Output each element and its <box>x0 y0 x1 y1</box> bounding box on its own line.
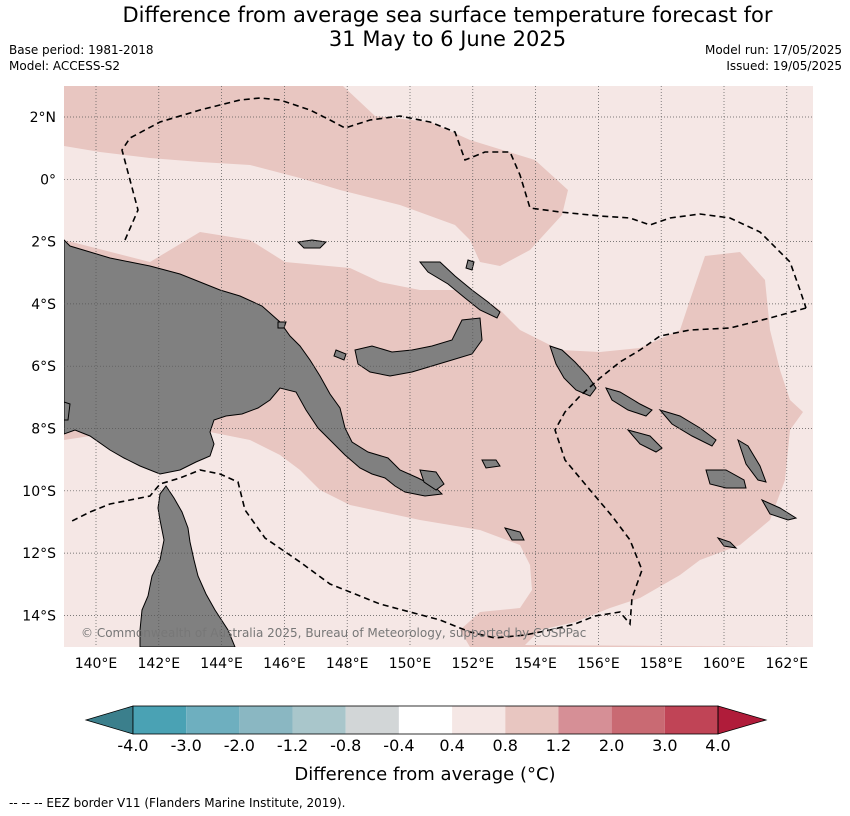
lon-tick-label: 146°E <box>263 656 306 672</box>
lon-tick-label: 140°E <box>75 656 118 672</box>
land-new-georgia <box>626 429 663 453</box>
lon-tick-label: 150°E <box>389 656 432 672</box>
lon-tick-label: 148°E <box>326 656 369 672</box>
latitude-labels: 2°N 0° 2°S 4°S 6°S 8°S 10°S 12°S 14°S <box>22 110 56 624</box>
title-line-1: Difference from average sea surface temp… <box>122 3 773 27</box>
colorbar: -4.0 -3.0 -2.0 -1.2 -0.8 -0.4 0.4 0.8 1.2 2.0 3.0 4… <box>84 705 768 755</box>
lon-tick-label: 154°E <box>514 656 557 672</box>
colorbar-tick-label: 1.2 <box>546 736 571 755</box>
colorbar-tick-label: 3.0 <box>652 736 677 755</box>
land-new-ireland <box>418 261 501 319</box>
lon-tick-label: 162°E <box>766 656 809 672</box>
colorbar-tick-label: -0.4 <box>383 736 414 755</box>
land-bougainville <box>549 345 597 397</box>
colorbar-tick-label: -4.0 <box>117 736 148 755</box>
colorbar-min-arrow <box>84 705 134 735</box>
model-name: Model: ACCESS-S2 <box>9 59 121 73</box>
land-dentrecasteaux <box>419 469 445 491</box>
colorbar-segment <box>505 706 559 734</box>
lat-tick-label: 2°N <box>30 110 56 126</box>
colorbar-tick-label: 2.0 <box>599 736 624 755</box>
lat-tick-label: 2°S <box>31 235 56 251</box>
land-new-britain <box>354 317 483 377</box>
lat-tick-label: 4°S <box>31 297 56 313</box>
lon-tick-label: 156°E <box>577 656 620 672</box>
eez-footnote: -- -- -- EEZ border V11 (Flanders Marine… <box>9 796 346 810</box>
graticule <box>64 86 813 647</box>
eez-line-north <box>121 97 807 309</box>
colorbar-tick-label: -3.0 <box>171 736 202 755</box>
title-line-2: 31 May to 6 June 2025 <box>328 27 567 51</box>
model-run: Model run: 17/05/2025 <box>704 43 842 57</box>
land-small-island <box>465 259 475 271</box>
colorbar-segment <box>558 706 612 734</box>
colorbar-title: Difference from average (°C) <box>294 764 555 785</box>
issued-date: Issued: 19/05/2025 <box>726 59 842 73</box>
lat-tick-label: 10°S <box>22 484 56 500</box>
colorbar-tick-label: -2.0 <box>224 736 255 755</box>
chart-title: Difference from average sea surface temp… <box>0 3 850 51</box>
land-makira <box>760 498 798 521</box>
copyright-text: © Commonwealth of Australia 2025, Bureau… <box>81 626 586 640</box>
colorbar-segment <box>186 706 240 734</box>
lon-tick-label: 142°E <box>138 656 181 672</box>
land-small-island <box>333 349 347 361</box>
colorbar-outline <box>132 705 719 735</box>
colorbar-segment <box>452 706 506 734</box>
lat-tick-label: 0° <box>40 172 56 188</box>
colorbar-segment <box>398 706 453 734</box>
eez-borders <box>69 97 807 639</box>
land-rossel <box>503 527 525 541</box>
colorbar-tick-label: -0.8 <box>330 736 361 755</box>
colorbar-tick-label: 0.8 <box>493 736 518 755</box>
colorbar-segment <box>292 706 346 734</box>
land-woodlark <box>481 459 501 469</box>
colorbar-segment <box>345 706 399 734</box>
base-period: Base period: 1981-2018 <box>9 43 154 57</box>
land-manus <box>296 239 328 249</box>
colorbar-tick-label: 0.4 <box>439 736 464 755</box>
colorbar-max-arrow <box>717 705 768 735</box>
lon-tick-label: 152°E <box>452 656 495 672</box>
lon-tick-label: 158°E <box>640 656 683 672</box>
anomaly-region-north <box>64 86 568 266</box>
land-guadalcanal <box>705 469 747 489</box>
land-choiseul <box>605 387 653 417</box>
lat-tick-label: 6°S <box>31 359 56 375</box>
land-santa-isabel <box>658 409 717 447</box>
land-rennell <box>716 537 738 549</box>
colorbar-segment <box>664 706 718 734</box>
meta-left: Base period: 1981-2018 Model: ACCESS-S2 <box>9 42 154 74</box>
eez-line-south <box>69 307 807 639</box>
lat-tick-label: 8°S <box>31 422 56 438</box>
colorbar-segment <box>239 706 293 734</box>
colorbar-segment <box>133 706 187 734</box>
lat-tick-label: 12°S <box>22 546 56 562</box>
land-small-island <box>64 401 71 421</box>
colorbar-tick-label: -1.2 <box>277 736 308 755</box>
colorbar-tick-label: 4.0 <box>705 736 730 755</box>
land-malaita <box>737 438 767 483</box>
lat-tick-label: 14°S <box>22 608 56 624</box>
land-small-island <box>277 321 287 329</box>
anomaly-region-central <box>64 86 813 647</box>
lon-tick-label: 160°E <box>703 656 746 672</box>
longitude-labels: 140°E 142°E 144°E 146°E 148°E 150°E 152°E 154°E… <box>75 656 808 672</box>
lon-tick-label: 144°E <box>200 656 243 672</box>
meta-right: Model run: 17/05/2025 Issued: 19/05/2025 <box>705 42 842 74</box>
land-cape-york <box>139 485 236 647</box>
colorbar-segment <box>611 706 665 734</box>
